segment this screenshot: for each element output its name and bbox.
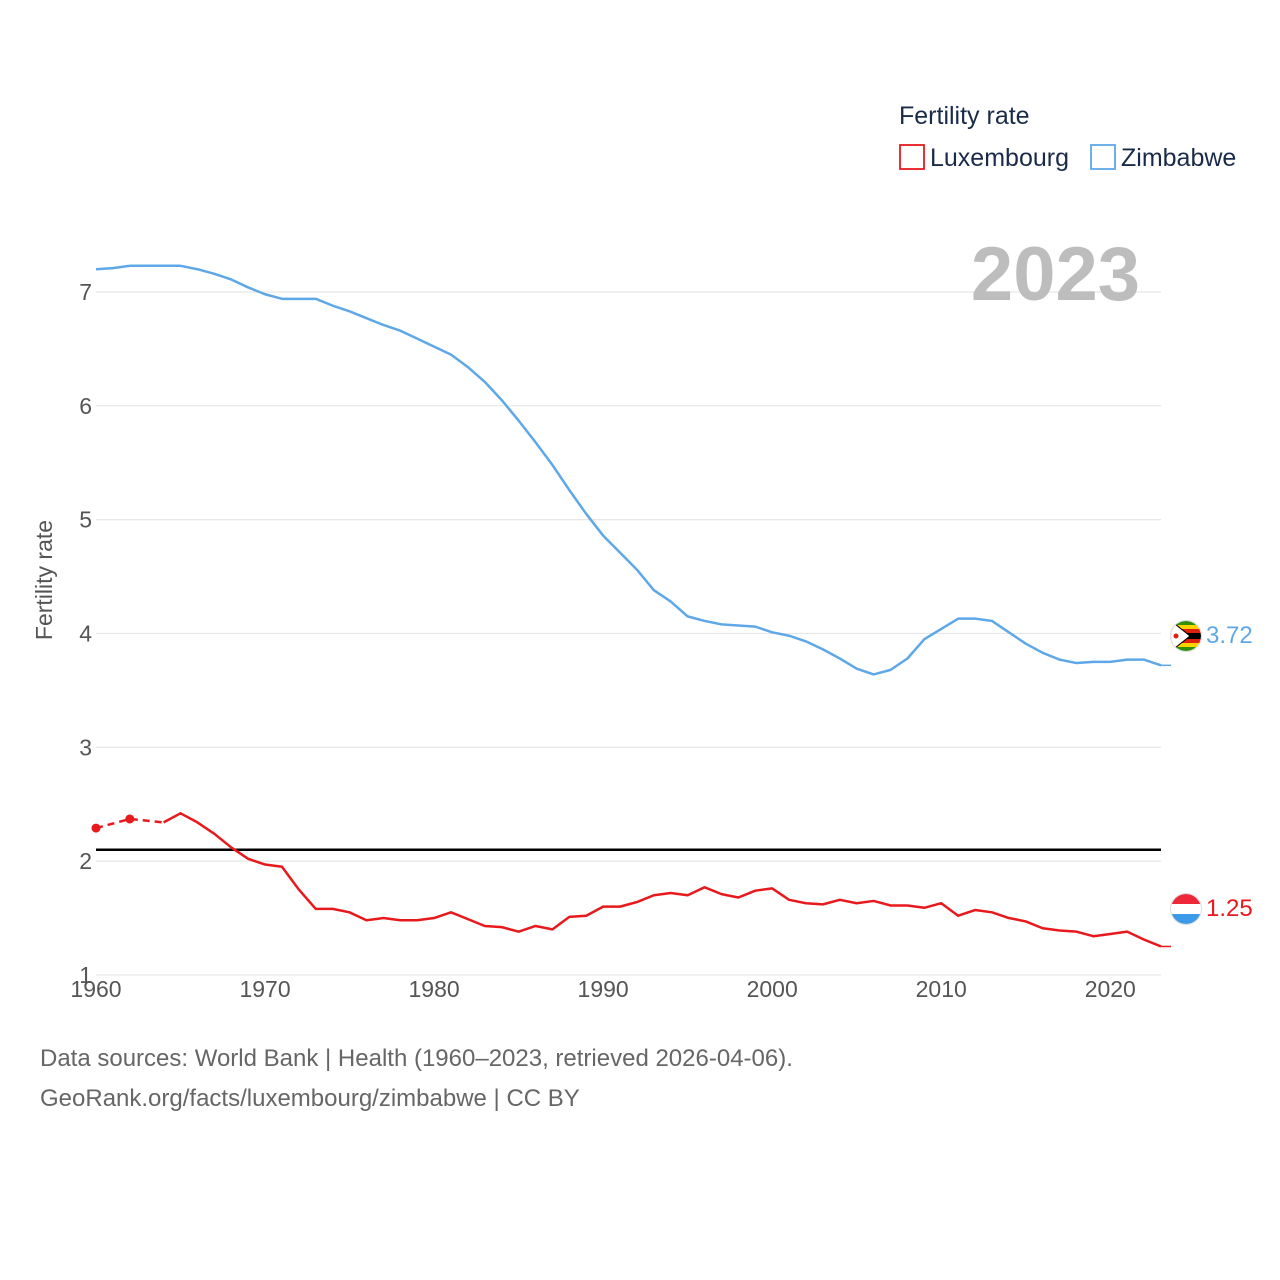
y-tick-label: 4 bbox=[79, 620, 92, 646]
legend-label-zimbabwe: Zimbabwe bbox=[1121, 144, 1236, 172]
x-tick-label: 1960 bbox=[70, 976, 121, 1002]
x-tick-label: 1980 bbox=[409, 976, 460, 1002]
x-tick-label: 2010 bbox=[916, 976, 967, 1002]
legend-item-luxembourg[interactable]: Luxembourg bbox=[899, 144, 1069, 172]
fertility-chart: 1 2 3 4 5 6 7 1960 1970 1980 1990 2000 2010 2020 Fer… bbox=[31, 102, 1253, 1002]
legend-swatch-zimbabwe bbox=[1090, 144, 1116, 170]
legend-label-luxembourg: Luxembourg bbox=[930, 144, 1069, 172]
data-source-text: Data sources: World Bank | Health (1960–… bbox=[40, 1045, 793, 1072]
x-tick-label: 2000 bbox=[747, 976, 798, 1002]
year-label: 2023 bbox=[971, 232, 1140, 317]
x-tick-label: 1990 bbox=[578, 976, 629, 1002]
y-tick-label: 1 bbox=[79, 962, 92, 988]
luxembourg-flag-icon bbox=[1171, 894, 1201, 924]
data-point-luxembourg-1962[interactable] bbox=[125, 814, 135, 824]
zimbabwe-flag-icon bbox=[1171, 621, 1201, 651]
x-tick-label: 1970 bbox=[239, 976, 290, 1002]
legend-swatch-luxembourg bbox=[899, 144, 925, 170]
series-line-zimbabwe bbox=[95, 264, 1162, 676]
attribution-link[interactable]: GeoRank.org/facts/luxembourg/zimbabwe | … bbox=[40, 1085, 580, 1112]
y-axis-label: Fertility rate bbox=[31, 520, 57, 640]
legend-title: Fertility rate bbox=[899, 102, 1030, 130]
y-tick-label: 6 bbox=[79, 393, 92, 419]
y-tick-label: 7 bbox=[79, 279, 92, 305]
legend-item-zimbabwe[interactable]: Zimbabwe bbox=[1090, 144, 1236, 172]
y-tick-label: 5 bbox=[79, 507, 92, 533]
end-value-label-zimbabwe: 3.72 bbox=[1206, 622, 1253, 649]
data-point-luxembourg-1960[interactable] bbox=[91, 823, 101, 833]
end-value-label-luxembourg: 1.25 bbox=[1206, 895, 1253, 922]
series-line-luxembourg bbox=[163, 812, 1162, 948]
x-tick-label: 2020 bbox=[1085, 976, 1136, 1002]
y-tick-label: 2 bbox=[79, 848, 92, 874]
y-tick-label: 3 bbox=[79, 734, 92, 760]
